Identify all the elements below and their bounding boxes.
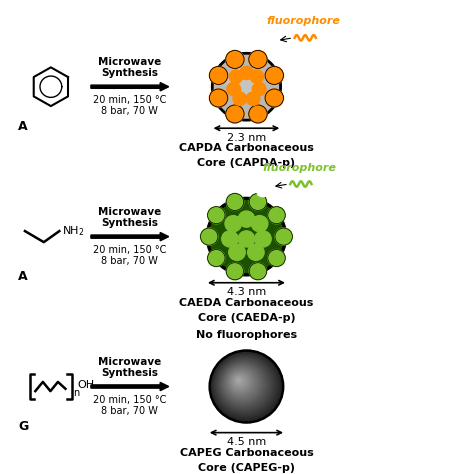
Circle shape — [210, 89, 228, 107]
Circle shape — [210, 66, 228, 84]
Circle shape — [236, 378, 242, 383]
Text: fluorophore: fluorophore — [266, 16, 340, 26]
Text: Synthesis: Synthesis — [101, 368, 158, 378]
Circle shape — [218, 359, 270, 410]
Circle shape — [249, 105, 267, 123]
Circle shape — [214, 55, 278, 118]
Circle shape — [217, 358, 272, 412]
Circle shape — [201, 228, 218, 245]
Circle shape — [231, 373, 249, 391]
Circle shape — [214, 356, 276, 415]
Circle shape — [206, 197, 286, 276]
Text: Microwave: Microwave — [98, 357, 162, 367]
Circle shape — [226, 263, 244, 280]
Circle shape — [213, 354, 278, 417]
FancyArrow shape — [91, 383, 169, 391]
Circle shape — [238, 211, 255, 227]
Text: Synthesis: Synthesis — [101, 68, 158, 78]
Text: Microwave: Microwave — [98, 57, 162, 67]
Text: OH: OH — [78, 380, 95, 390]
Circle shape — [237, 379, 240, 382]
Circle shape — [229, 70, 243, 83]
Circle shape — [216, 356, 274, 414]
Text: 2.3 nm: 2.3 nm — [227, 133, 266, 143]
Circle shape — [232, 374, 248, 389]
Circle shape — [225, 216, 241, 232]
Circle shape — [222, 363, 264, 405]
Text: 20 min, 150 °C: 20 min, 150 °C — [93, 95, 166, 105]
Circle shape — [246, 92, 260, 105]
Text: No fluorophores: No fluorophores — [196, 330, 297, 340]
Circle shape — [238, 231, 255, 247]
Text: A: A — [18, 270, 27, 283]
FancyArrow shape — [91, 232, 169, 241]
Circle shape — [265, 66, 283, 84]
Text: 4.3 nm: 4.3 nm — [227, 287, 266, 297]
Text: CAPDA Carbonaceous: CAPDA Carbonaceous — [179, 144, 314, 154]
Circle shape — [211, 352, 281, 421]
Circle shape — [229, 370, 253, 394]
Text: fluorophore: fluorophore — [262, 163, 336, 173]
Circle shape — [239, 66, 253, 80]
Circle shape — [265, 89, 283, 107]
Text: Core (CAPEG-p): Core (CAPEG-p) — [198, 463, 295, 473]
FancyArrow shape — [91, 82, 169, 91]
Circle shape — [226, 50, 244, 68]
Circle shape — [224, 365, 261, 401]
Circle shape — [220, 362, 266, 407]
Text: CAEDA Carbonaceous: CAEDA Carbonaceous — [179, 298, 314, 308]
Circle shape — [249, 263, 267, 280]
Text: Core (CAPDA-p): Core (CAPDA-p) — [197, 158, 295, 168]
Circle shape — [227, 82, 240, 96]
Text: 20 min, 150 °C: 20 min, 150 °C — [93, 245, 166, 255]
Circle shape — [235, 376, 244, 385]
Circle shape — [268, 249, 285, 266]
Text: n: n — [73, 388, 79, 398]
Circle shape — [208, 249, 225, 266]
Circle shape — [227, 67, 255, 95]
Text: CAPEG Carbonaceous: CAPEG Carbonaceous — [180, 448, 313, 458]
Circle shape — [222, 231, 238, 247]
Text: NH$_2$: NH$_2$ — [62, 224, 84, 238]
Circle shape — [275, 228, 292, 245]
Circle shape — [251, 216, 268, 232]
Circle shape — [234, 375, 246, 387]
Circle shape — [223, 364, 263, 403]
Circle shape — [230, 372, 251, 392]
Circle shape — [268, 207, 285, 224]
Text: G: G — [18, 419, 28, 433]
Circle shape — [233, 92, 246, 105]
Circle shape — [249, 50, 267, 68]
Circle shape — [252, 82, 266, 96]
Circle shape — [250, 70, 264, 83]
Circle shape — [226, 105, 244, 123]
Circle shape — [210, 201, 283, 273]
Circle shape — [229, 244, 245, 260]
Text: 8 bar, 70 W: 8 bar, 70 W — [101, 106, 158, 116]
Circle shape — [249, 193, 267, 210]
Text: 4.5 nm: 4.5 nm — [227, 437, 266, 447]
Text: A: A — [18, 120, 27, 133]
Circle shape — [226, 193, 244, 210]
Text: Core (CAEDA-p): Core (CAEDA-p) — [198, 313, 295, 323]
Circle shape — [212, 353, 280, 419]
Text: Microwave: Microwave — [98, 207, 162, 217]
Text: 8 bar, 70 W: 8 bar, 70 W — [101, 256, 158, 266]
Circle shape — [255, 181, 271, 197]
Circle shape — [219, 360, 268, 408]
Circle shape — [208, 207, 225, 224]
Circle shape — [228, 369, 255, 396]
Circle shape — [210, 351, 283, 422]
Text: 20 min, 150 °C: 20 min, 150 °C — [93, 395, 166, 405]
Circle shape — [259, 34, 276, 51]
Text: Synthesis: Synthesis — [101, 219, 158, 228]
Circle shape — [255, 231, 271, 247]
Circle shape — [225, 366, 259, 400]
Text: 8 bar, 70 W: 8 bar, 70 W — [101, 406, 158, 416]
Circle shape — [227, 368, 257, 398]
Circle shape — [247, 244, 264, 260]
Circle shape — [211, 53, 281, 121]
